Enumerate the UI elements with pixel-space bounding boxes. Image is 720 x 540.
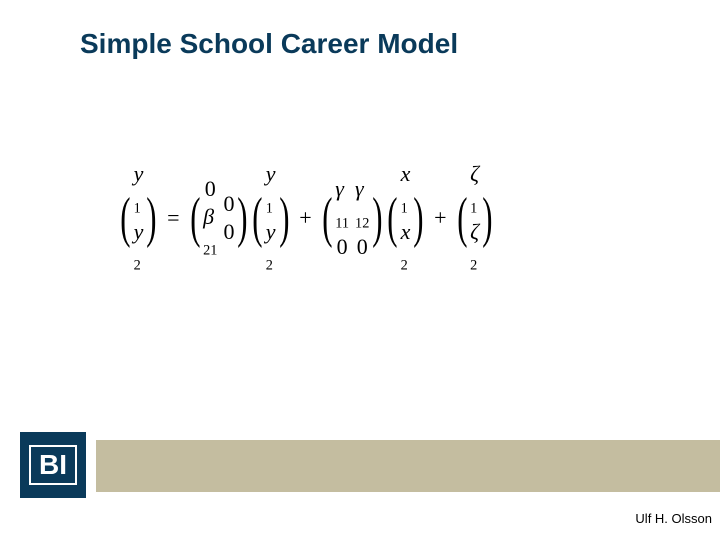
bi-logo-text: BI xyxy=(29,445,77,485)
vector-y-right: ( y1 y2 ) xyxy=(252,160,289,276)
footer-bar xyxy=(96,440,720,492)
plus-sign-2: + xyxy=(428,205,452,231)
matrix-gamma: ( γ11 0 γ12 0 ) xyxy=(322,175,383,260)
equation-block: ( y1 y2 ) = ( 0 β21 0 0 ) ( y1 y2 ) + ( … xyxy=(120,160,493,276)
equals-sign: = xyxy=(161,205,185,231)
slide-title: Simple School Career Model xyxy=(80,28,458,60)
vector-zeta: ( ζ1 ζ2 ) xyxy=(457,160,493,276)
bi-logo: BI xyxy=(20,432,86,498)
author-name: Ulf H. Olsson xyxy=(635,511,712,526)
plus-sign-1: + xyxy=(293,205,317,231)
matrix-beta: ( 0 β21 0 0 ) xyxy=(190,175,249,260)
vector-y-left: ( y1 y2 ) xyxy=(120,160,157,276)
vector-x: ( x1 x2 ) xyxy=(387,160,424,276)
